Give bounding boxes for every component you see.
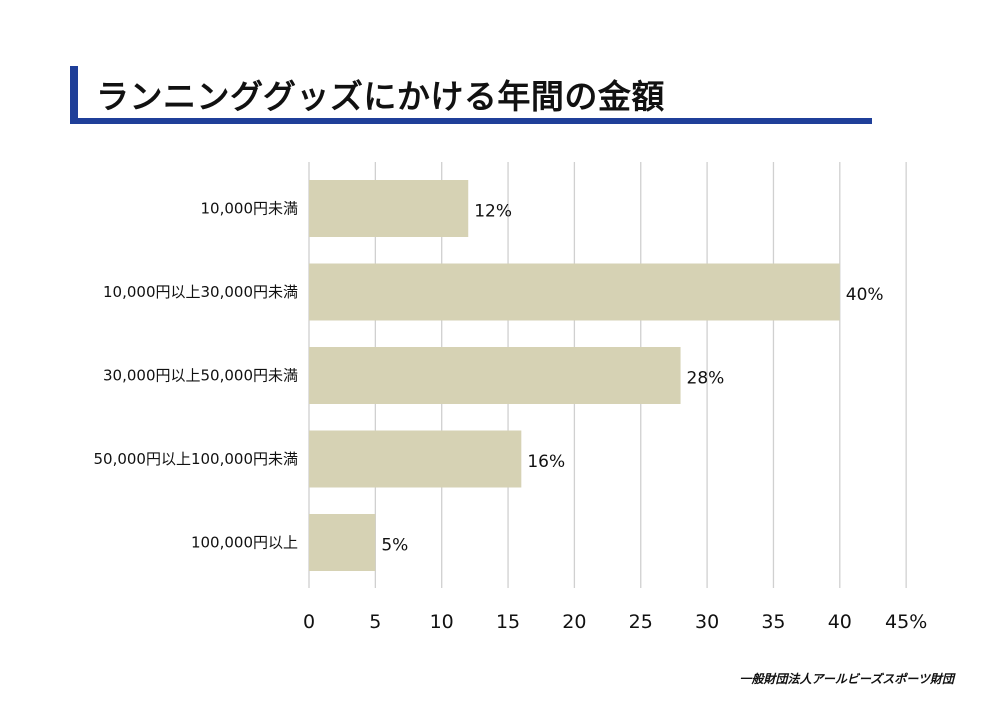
bar xyxy=(309,263,840,321)
x-tick-label: 0 xyxy=(303,611,315,633)
category-label: 30,000円以上50,000円未満 xyxy=(103,367,298,385)
bars xyxy=(309,180,840,571)
bar xyxy=(309,180,469,237)
value-label: 40% xyxy=(846,285,884,305)
category-label: 50,000円以上100,000円未満 xyxy=(93,450,298,468)
bar xyxy=(309,430,522,488)
value-label: 5% xyxy=(381,536,408,556)
category-labels: 10,000円未満 10,000円以上30,000円未満 30,000円以上50,0… xyxy=(93,200,298,552)
bar xyxy=(309,347,681,404)
value-label: 16% xyxy=(527,452,565,472)
x-tick-label: 25 xyxy=(629,611,653,633)
x-tick-label: 40 xyxy=(828,611,852,633)
title-block: ランニンググッズにかける年間の金額 xyxy=(70,66,872,124)
bar xyxy=(309,514,376,571)
value-labels: 12% 40% 28% 16% 5% xyxy=(381,202,883,556)
title-accent-bar xyxy=(70,66,78,124)
value-label: 12% xyxy=(474,202,512,222)
x-axis-ticks: 0 5 10 15 20 25 30 35 40 45% xyxy=(303,611,927,633)
x-tick-label: 30 xyxy=(695,611,719,633)
x-tick-label: 20 xyxy=(562,611,586,633)
x-tick-label: 35 xyxy=(761,611,785,633)
x-tick-label: 45% xyxy=(885,611,927,633)
value-label: 28% xyxy=(687,369,725,389)
x-tick-label: 5 xyxy=(369,611,381,633)
x-tick-label: 10 xyxy=(430,611,454,633)
category-label: 10,000円未満 xyxy=(201,200,299,218)
category-label: 100,000円以上 xyxy=(191,534,298,552)
x-tick-label: 15 xyxy=(496,611,520,633)
title-underline xyxy=(70,118,872,124)
category-label: 10,000円以上30,000円未満 xyxy=(103,283,298,301)
source-credit: 一般財団法人アールビーズスポーツ財団 xyxy=(739,672,954,686)
chart-title: ランニンググッズにかける年間の金額 xyxy=(96,77,665,116)
